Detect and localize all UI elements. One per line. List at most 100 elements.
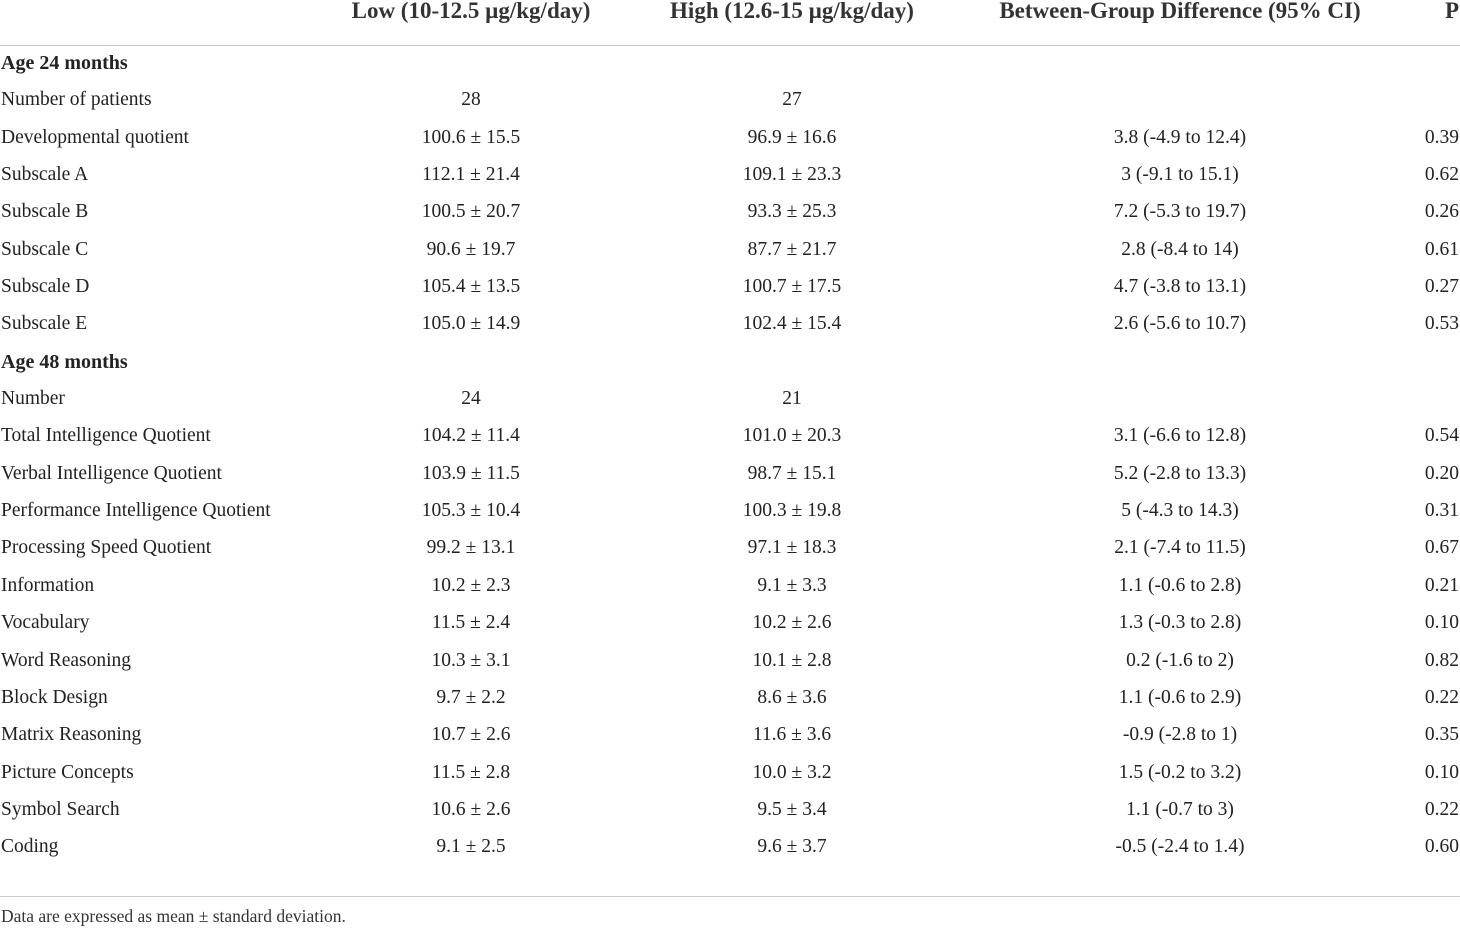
cell-between-group-difference: 1.1 (-0.7 to 3) [1126, 798, 1234, 820]
table-footnote: Data are expressed as mean ± standard de… [1, 906, 346, 926]
row-label: Performance Intelligence Quotient [1, 500, 271, 522]
cell-high-dose: 9.5 ± 3.4 [757, 798, 827, 820]
cell-between-group-difference: 3 (-9.1 to 15.1) [1121, 164, 1239, 186]
cell-between-group-difference: 3.8 (-4.9 to 12.4) [1113, 126, 1247, 148]
table-row: Processing Speed Quotient 99.2 ± 13.1 97.1… [0, 531, 1460, 568]
cell-between-group-difference: 1.3 (-0.3 to 2.8) [1118, 612, 1242, 634]
header-between-group-difference: Between-Group Difference (95% CI) [999, 0, 1361, 23]
cell-p-value: 0.20 [1424, 462, 1459, 484]
cell-p-value: 0.39 [1424, 126, 1459, 148]
cell-p-value: 0.61 [1424, 238, 1459, 260]
header-high-dose: High (12.6-15 µg/kg/day) [670, 0, 914, 23]
cell-high-dose: 9.1 ± 3.3 [757, 574, 827, 596]
cell-low-dose: 103.9 ± 11.5 [422, 462, 520, 484]
table-row: Symbol Search 10.6 ± 2.6 9.5 ± 3.4 1.1 (-0.… [0, 793, 1460, 830]
cell-between-group-difference: 0.2 (-1.6 to 2) [1126, 649, 1234, 671]
table-row: Developmental quotient 100.6 ± 15.5 96.9 ±… [0, 121, 1460, 158]
cell-between-group-difference: 5.2 (-2.8 to 13.3) [1113, 462, 1247, 484]
cell-high-dose: 102.4 ± 15.4 [742, 313, 842, 335]
row-label: Coding [1, 836, 59, 858]
cell-low-dose: 90.6 ± 19.7 [426, 238, 516, 260]
cell-low-dose: 105.4 ± 13.5 [421, 276, 521, 298]
cell-between-group-difference: 7.2 (-5.3 to 19.7) [1113, 201, 1247, 223]
cell-high-dose: 9.6 ± 3.7 [757, 836, 827, 858]
cell-low-dose: 10.6 ± 2.6 [431, 798, 511, 820]
cell-p-value: 0.53 [1424, 313, 1459, 335]
table-row: Subscale D 105.4 ± 13.5 100.7 ± 17.5 4.7 (-… [0, 270, 1460, 307]
cell-p-value: 0.21 [1424, 574, 1459, 596]
table-row: Total Intelligence Quotient 104.2 ± 11.4 1… [0, 419, 1460, 456]
row-label: Information [1, 574, 95, 596]
row-label: Number of patients [1, 89, 152, 111]
cell-p-value: 0.26 [1424, 201, 1459, 223]
table-row: Verbal Intelligence Quotient 103.9 ± 11.5… [0, 457, 1460, 494]
row-label: Matrix Reasoning [1, 724, 142, 746]
cell-low-dose: 10.2 ± 2.3 [431, 574, 511, 596]
cell-high-dose: 11.6 ± 3.6 [752, 724, 832, 746]
section-heading-row: Age 48 months [0, 345, 1460, 382]
cell-p-value: 0.22 [1424, 798, 1459, 820]
row-label: Subscale B [1, 201, 89, 223]
cell-high-dose: 10.2 ± 2.6 [752, 612, 832, 634]
cell-low-dose: 9.7 ± 2.2 [436, 686, 506, 708]
cell-p-value: 0.10 [1424, 761, 1459, 783]
cell-high-dose: 96.9 ± 16.6 [747, 126, 837, 148]
cell-p-value: 0.67 [1424, 537, 1459, 559]
cell-low-dose: 11.5 ± 2.4 [431, 612, 511, 634]
row-label: Age 24 months [1, 52, 128, 74]
cell-low-dose: 10.3 ± 3.1 [431, 649, 511, 671]
table-row: Number of patients 28 27 [0, 83, 1460, 120]
cell-low-dose: 99.2 ± 13.1 [426, 537, 516, 559]
row-label: Processing Speed Quotient [1, 537, 212, 559]
table-row: Performance Intelligence Quotient 105.3 ±… [0, 494, 1460, 531]
cell-low-dose: 100.6 ± 15.5 [421, 126, 521, 148]
cell-p-value: 0.35 [1424, 724, 1459, 746]
results-table: Low (10-12.5 µg/kg/day) High (12.6-15 µg… [0, 0, 1460, 867]
cell-low-dose: 11.5 ± 2.8 [431, 761, 511, 783]
cell-p-value: 0.54 [1424, 425, 1459, 447]
header-p-value: P [1444, 0, 1459, 23]
cell-p-value: 0.27 [1424, 276, 1459, 298]
cell-p-value: 0.82 [1424, 649, 1459, 671]
cell-high-dose: 87.7 ± 21.7 [747, 238, 837, 260]
cell-between-group-difference: 2.8 (-8.4 to 14) [1121, 238, 1239, 260]
table-row: Subscale B 100.5 ± 20.7 93.3 ± 25.3 7.2 (-5… [0, 195, 1460, 232]
row-label: Subscale C [1, 238, 89, 260]
cell-high-dose: 27 [782, 89, 802, 111]
cell-high-dose: 100.7 ± 17.5 [742, 276, 842, 298]
row-label: Subscale D [1, 276, 90, 298]
cell-high-dose: 93.3 ± 25.3 [747, 201, 837, 223]
cell-between-group-difference: 4.7 (-3.8 to 13.1) [1113, 276, 1247, 298]
cell-high-dose: 100.3 ± 19.8 [742, 500, 842, 522]
cell-low-dose: 9.1 ± 2.5 [436, 836, 506, 858]
table-row: Coding 9.1 ± 2.5 9.6 ± 3.7 -0.5 (-2.4 to 1.… [0, 830, 1460, 867]
cell-high-dose: 101.0 ± 20.3 [742, 425, 842, 447]
cell-low-dose: 112.1 ± 21.4 [422, 164, 520, 186]
footer-divider [0, 896, 1460, 897]
cell-high-dose: 10.1 ± 2.8 [752, 649, 832, 671]
cell-high-dose: 8.6 ± 3.6 [757, 686, 827, 708]
table-row: Subscale A 112.1 ± 21.4 109.1 ± 23.3 3 (-9.… [0, 158, 1460, 195]
cell-p-value: 0.62 [1424, 164, 1459, 186]
row-label: Subscale E [1, 313, 88, 335]
cell-p-value: 0.31 [1424, 500, 1459, 522]
table-row: Word Reasoning 10.3 ± 3.1 10.1 ± 2.8 0.2 (-… [0, 644, 1460, 681]
cell-between-group-difference: 1.1 (-0.6 to 2.8) [1118, 574, 1242, 596]
row-label: Number [1, 388, 65, 410]
cell-low-dose: 105.0 ± 14.9 [421, 313, 521, 335]
row-label: Subscale A [1, 164, 89, 186]
table-row: Number 24 21 [0, 382, 1460, 419]
cell-between-group-difference: -0.9 (-2.8 to 1) [1122, 724, 1238, 746]
table-row: Subscale E 105.0 ± 14.9 102.4 ± 15.4 2.6 (-… [0, 307, 1460, 344]
cell-between-group-difference: 2.6 (-5.6 to 10.7) [1113, 313, 1247, 335]
cell-p-value: 0.22 [1424, 686, 1459, 708]
row-label: Verbal Intelligence Quotient [1, 462, 222, 484]
cell-between-group-difference: 1.1 (-0.6 to 2.9) [1118, 686, 1242, 708]
cell-high-dose: 98.7 ± 15.1 [747, 462, 837, 484]
table-row: Block Design 9.7 ± 2.2 8.6 ± 3.6 1.1 (-0.6 … [0, 681, 1460, 718]
table-row: Vocabulary 11.5 ± 2.4 10.2 ± 2.6 1.3 (-0.3 … [0, 606, 1460, 643]
row-label: Vocabulary [1, 612, 90, 634]
row-label: Block Design [1, 686, 108, 708]
row-label: Developmental quotient [1, 126, 189, 148]
cell-high-dose: 21 [782, 388, 802, 410]
